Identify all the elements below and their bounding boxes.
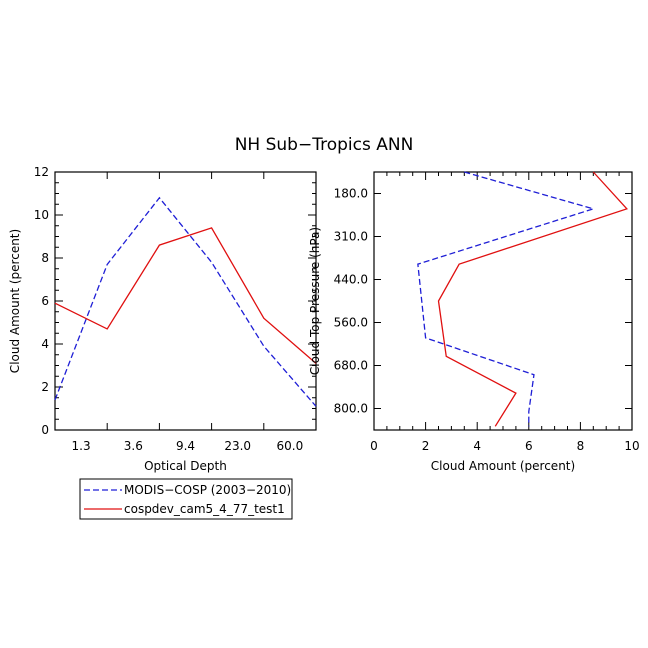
optical-depth-chart: 0 2 4 6 8 10 12 1.3 3.6 9.4 23.0 60.0 Optical Depth C… [8, 165, 317, 473]
legend: MODIS−COSP (2003−2010) cospdev_cam5_4_77… [79, 478, 293, 520]
legend-cosp-label: cospdev_cam5_4_77_test1 [124, 502, 285, 516]
plot-frame [54, 171, 317, 431]
y-axis-label: Cloud Top Pressure (hPa) [308, 227, 322, 375]
y-axis-label: Cloud Amount (percent) [8, 229, 22, 373]
x-tick-label: 10 [624, 439, 639, 453]
x-axis-label: Optical Depth [144, 459, 227, 473]
x-tick-label: 1.3 [72, 439, 91, 453]
legend-modis-label: MODIS−COSP (2003−2010) [124, 483, 291, 497]
cloud-top-pressure-chart: 0 2 4 6 8 10 180.0 310.0 440.0 560.0 680.0 800.0 Clo… [308, 171, 640, 473]
legend-box [79, 478, 293, 520]
y-tick-label: 6 [41, 294, 49, 308]
series-line-modis [54, 196, 317, 407]
y-tick-label: 10 [34, 208, 49, 222]
y-tick-label: 0 [41, 423, 49, 437]
x-tick-label: 2 [422, 439, 430, 453]
y-tick-label: 12 [34, 165, 49, 179]
plot-frame [373, 171, 633, 431]
y-tick-label: 680.0 [334, 359, 368, 373]
x-tick-label: 0 [370, 439, 378, 453]
x-tick-label: 3.6 [124, 439, 143, 453]
x-tick-label: 4 [473, 439, 481, 453]
y-tick-label: 8 [41, 251, 49, 265]
x-tick-label: 60.0 [277, 439, 304, 453]
series-line-cosp [437, 171, 628, 427]
series-line-modis [417, 171, 596, 427]
figure-title: NH Sub−Tropics ANN [235, 135, 414, 155]
x-tick-label: 6 [525, 439, 533, 453]
y-tick-label: 800.0 [334, 402, 368, 416]
y-tick-label: 440.0 [334, 273, 368, 287]
y-tick-label: 2 [41, 380, 49, 394]
y-tick-label: 310.0 [334, 230, 368, 244]
x-tick-label: 8 [577, 439, 585, 453]
x-axis-label: Cloud Amount (percent) [431, 459, 575, 473]
x-tick-label: 23.0 [224, 439, 251, 453]
series-line-cosp [54, 227, 317, 364]
y-tick-label: 560.0 [334, 316, 368, 330]
x-tick-label: 9.4 [176, 439, 195, 453]
y-tick-label: 4 [41, 337, 49, 351]
y-tick-label: 180.0 [334, 187, 368, 201]
